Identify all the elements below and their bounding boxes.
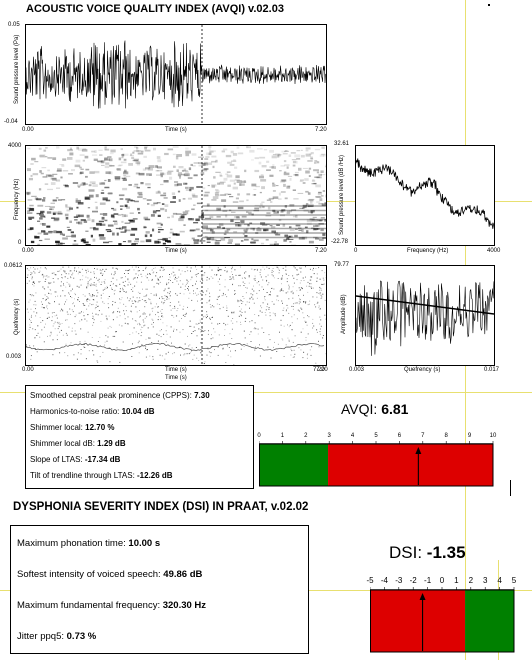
spectrogram-y-top: 4000 — [8, 143, 22, 149]
scale-red-zone — [328, 444, 493, 486]
avqi-scale-ticks: 0 1 2 3 4 5 6 7 8 9 10 — [257, 433, 496, 443]
ltas-y-label: Sound pressure level (dB /Hz) — [339, 154, 345, 235]
scale-frame — [370, 589, 515, 653]
scale-tick-label: 5 — [374, 433, 378, 439]
scale-tick-label: 9 — [467, 433, 472, 439]
measure-jitter: Jitter ppq5: 0.73 % — [17, 631, 97, 642]
scale-tick-label: 0 — [439, 576, 445, 585]
scale-tick-label: 4 — [350, 433, 355, 439]
spectrogram-texture — [26, 146, 326, 245]
waveform-y-label: Sound pressure level (Pa) — [14, 34, 20, 104]
avqi-title: ACOUSTIC VOICE QUALITY INDEX (AVQI) v.02… — [26, 3, 284, 15]
measure-slope-ltas: Slope of LTAS: -17.34 dB — [30, 455, 121, 464]
cepstrogram-y-top: 0.0612 — [4, 263, 23, 269]
scale-frame — [259, 443, 494, 487]
measure-softest-intensity: Softest intensity of voiced speech: 49.8… — [17, 569, 203, 580]
cepstrogram-x-label: Time (s) — [165, 367, 187, 373]
cepstrogram-texture — [26, 266, 326, 365]
scale-red-zone — [370, 590, 466, 652]
scale-tick-label: 0 — [257, 433, 261, 439]
scale-tick-label: -2 — [409, 576, 417, 585]
scale-tick-label: 1 — [280, 433, 285, 439]
cepstrogram-plot — [26, 266, 326, 365]
scale-tick-label: -4 — [380, 576, 388, 585]
divider-mark — [510, 480, 511, 496]
scale-tick-label: 1 — [454, 576, 459, 585]
guide-line-horizontal — [0, 392, 532, 393]
measure-max-f0: Maximum fundamental frequency: 320.30 Hz — [17, 600, 207, 611]
scale-tick-label: 6 — [397, 433, 402, 439]
cepstrum-x-label: Quefrency (s) — [404, 367, 441, 373]
scale-tick-label: 2 — [468, 576, 474, 585]
scale-tick-label: 8 — [444, 433, 448, 439]
cepstrogram-track — [26, 342, 325, 352]
scale-tick-label: -5 — [366, 576, 374, 585]
cepstrogram-y-bottom: 0.003 — [6, 354, 22, 360]
spectrogram-y-label: Frequency (Hz) — [14, 178, 20, 220]
ltas-plot — [356, 158, 494, 229]
scale-tick-label: 5 — [511, 576, 517, 585]
spectrogram-plot — [26, 146, 326, 245]
scale-tick-label: -1 — [424, 576, 432, 585]
scale-marker-arrow — [419, 593, 426, 600]
ltas-curve — [356, 158, 494, 229]
waveform-x-label: Time (s) — [165, 127, 187, 133]
waveform-signal — [26, 40, 326, 109]
waveform-y-top: 0.05 — [8, 22, 20, 28]
cepstrum-plot — [356, 280, 494, 356]
spectrogram-x-start: 0.00 — [22, 248, 34, 254]
scale-tick-label: -3 — [395, 576, 403, 585]
ltas-y-top: 32.61 — [334, 141, 350, 147]
avqi-scale-bar — [259, 441, 494, 487]
cepstrum-x-end: 0.017 — [484, 367, 500, 373]
dsi-scale-bar — [370, 587, 515, 653]
ltas-y-bottom: -22.78 — [331, 239, 349, 245]
waveform-y-bottom: -0.04 — [4, 119, 18, 125]
dsi-measures-box: Maximum phonation time: 10.00 s Softest … — [10, 525, 309, 654]
cepstrogram-y-label: Quefrency (s) — [14, 298, 20, 335]
dsi-scale-ticks: -5 -4 -3 -2 -1 0 1 2 3 4 5 — [366, 576, 517, 588]
waveform-plot — [26, 25, 326, 124]
spectrogram-y-bottom: 0 — [18, 240, 22, 246]
scale-tick-label: 3 — [482, 576, 488, 585]
spectrogram-x-end: 7.20 — [315, 248, 327, 254]
scale-tick-label: 10 — [489, 433, 497, 439]
ltas-x-label: Frequency (Hz) — [407, 248, 449, 254]
cepstrogram-x-end: 7.20 — [313, 367, 325, 373]
cepstrum-x-start: 0.003 — [349, 367, 365, 373]
spectrogram-x-label: Time (s) — [165, 248, 187, 254]
measure-shimmer-local: Shimmer local: 12.70 % — [30, 423, 115, 432]
avqi-measures-box: Smoothed cepstral peak prominence (CPPS)… — [25, 385, 254, 489]
measure-hnr: Harmonics-to-noise ratio: 10.04 dB — [30, 407, 155, 416]
measure-shimmer-local-db: Shimmer local dB: 1.29 dB — [30, 439, 126, 448]
scale-tick-label: 3 — [327, 433, 331, 439]
cepstrum-curve — [356, 280, 494, 356]
cepstrogram-x-label-2: Time (s) — [165, 375, 187, 381]
cepstrogram-x-end-overlap: 7.20 — [316, 367, 328, 373]
scale-green-zone — [465, 590, 514, 652]
avqi-score: AVQI: 6.81 — [341, 401, 409, 417]
ltas-x-end: 4000 — [487, 248, 501, 254]
ltas-x-start: 0 — [354, 248, 358, 254]
cepstrum-y-top: 79.77 — [334, 262, 350, 268]
cepstrum-y-label: Amplitude (dB) — [341, 294, 347, 334]
measure-mpt: Maximum phonation time: 10.00 s — [17, 538, 161, 549]
measure-cpps: Smoothed cepstral peak prominence (CPPS)… — [30, 391, 210, 400]
dot-mark — [488, 4, 490, 6]
waveform-x-end: 7.20 — [315, 127, 327, 133]
scale-tick-label: 4 — [497, 576, 502, 585]
scale-green-zone — [259, 444, 329, 486]
measure-tilt-ltas: Tilt of trendline through LTAS: -12.26 d… — [30, 471, 173, 480]
waveform-x-start: 0.00 — [22, 127, 34, 133]
cepstrum-trendline — [356, 295, 494, 315]
scale-tick-label: 7 — [421, 433, 425, 439]
cepstrogram-x-start: 0.00 — [22, 367, 34, 373]
scale-marker-arrow — [415, 447, 422, 454]
dsi-score: DSI: -1.35 — [389, 543, 466, 562]
scale-tick-label: 2 — [304, 433, 308, 439]
dsi-title: DYSPHONIA SEVERITY INDEX (DSI) IN PRAAT,… — [13, 501, 309, 513]
